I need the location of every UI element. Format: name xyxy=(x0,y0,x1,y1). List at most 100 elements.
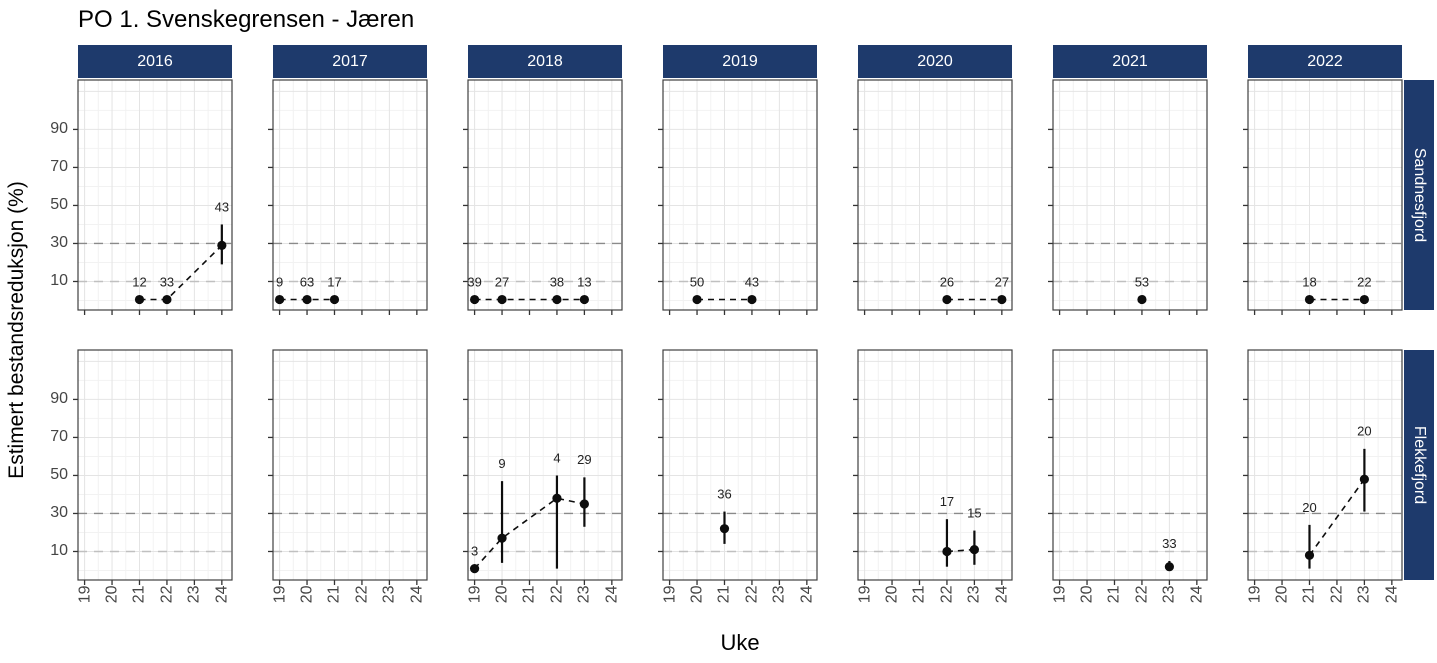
x-tick-label: 21 xyxy=(1300,585,1318,604)
x-tick-label: 24 xyxy=(213,585,231,604)
y-tick-label: 30 xyxy=(50,234,68,252)
data-line xyxy=(1308,478,1366,556)
point-count-label: 9 xyxy=(498,456,505,471)
x-tick-label: 19 xyxy=(856,585,874,604)
facet-panel-2016-flekkefjord xyxy=(73,349,233,585)
x-tick-label: 22 xyxy=(158,585,176,604)
facet-panel-2017-flekkefjord xyxy=(268,349,428,585)
y-tick-label: 90 xyxy=(50,390,68,408)
x-tick-label: 23 xyxy=(1160,585,1178,604)
point-count-label: 36 xyxy=(717,486,731,501)
x-tick-label: 24 xyxy=(798,585,816,604)
x-tick-label: 22 xyxy=(548,585,566,604)
x-tick-label: 19 xyxy=(661,585,679,604)
x-tick-label: 22 xyxy=(938,585,956,604)
facet-panel-2019-flekkefjord: 36 xyxy=(658,349,818,585)
facet-strip-year-2022: 2022 xyxy=(1248,45,1402,78)
x-tick-label: 19 xyxy=(271,585,289,604)
point-count-label: 22 xyxy=(1357,274,1371,289)
facet-strip-year-2020: 2020 xyxy=(858,45,1012,78)
facet-strip-year-2019: 2019 xyxy=(663,45,817,78)
point-count-label: 63 xyxy=(300,274,314,289)
data-point xyxy=(997,294,1007,305)
x-tick-label: 21 xyxy=(910,585,928,604)
x-tick-label: 24 xyxy=(993,585,1011,604)
data-point xyxy=(329,294,340,305)
x-tick-label: 20 xyxy=(493,585,511,604)
facet-panel-2018-sandnesfjord: 39 27 38 13 xyxy=(463,79,623,315)
facet-panel-2020-sandnesfjord: 26 27 xyxy=(853,79,1013,315)
point-count-label: 17 xyxy=(327,274,341,289)
chart-title: PO 1. Svenskegrensen - Jæren xyxy=(78,6,415,33)
x-tick-label: 20 xyxy=(883,585,901,604)
point-count-label: 20 xyxy=(1302,500,1316,515)
data-point xyxy=(469,294,480,305)
x-tick-label: 20 xyxy=(298,585,316,604)
data-point xyxy=(274,294,285,305)
data-point xyxy=(747,294,757,305)
data-point xyxy=(1359,294,1369,305)
data-point xyxy=(719,524,730,534)
point-count-label: 18 xyxy=(1302,274,1316,289)
x-tick-label: 22 xyxy=(743,585,761,604)
data-point xyxy=(579,294,589,305)
facet-strip-sandnesfjord: Sandnesfjord xyxy=(1404,80,1434,310)
facet-panel-2021-sandnesfjord: 53 xyxy=(1048,79,1208,315)
point-count-label: 12 xyxy=(132,274,146,289)
facet-panel-2021-flekkefjord: 33 xyxy=(1048,349,1208,585)
y-axis-title: Estimert bestandsreduksjon (%) xyxy=(5,181,28,479)
data-point xyxy=(497,533,507,543)
point-count-label: 29 xyxy=(577,452,591,467)
data-point xyxy=(134,294,145,305)
data-point xyxy=(942,546,952,557)
x-tick-label: 24 xyxy=(408,585,426,604)
x-tick-label: 23 xyxy=(770,585,788,604)
point-count-label: 26 xyxy=(940,274,954,289)
data-point xyxy=(552,294,562,305)
facet-strip-flekkefjord: Flekkefjord xyxy=(1404,350,1434,580)
data-point xyxy=(497,294,507,305)
point-count-label: 53 xyxy=(1135,274,1149,289)
x-tick-label: 19 xyxy=(76,585,94,604)
x-tick-label: 21 xyxy=(520,585,538,604)
x-tick-label: 21 xyxy=(130,585,148,604)
y-tick-label: 10 xyxy=(50,272,68,290)
facet-panel-2022-sandnesfjord: 18 22 xyxy=(1243,79,1403,315)
facet-strip-year-2018: 2018 xyxy=(468,45,622,78)
point-count-label: 50 xyxy=(690,274,704,289)
point-count-label: 9 xyxy=(276,274,283,289)
data-line xyxy=(474,497,585,570)
facet-panel-2022-flekkefjord: 2020 xyxy=(1243,349,1403,585)
x-tick-label: 22 xyxy=(353,585,371,604)
facet-strip-label: Sandnesfjord xyxy=(1411,147,1428,243)
x-tick-label: 24 xyxy=(603,585,621,604)
point-count-label: 3 xyxy=(471,543,478,558)
data-point xyxy=(969,544,979,555)
point-count-label: 33 xyxy=(1162,536,1176,551)
point-count-label: 27 xyxy=(995,274,1009,289)
y-tick-label: 50 xyxy=(50,196,68,214)
point-count-label: 39 xyxy=(467,274,481,289)
x-tick-label: 20 xyxy=(688,585,706,604)
x-axis-title: Uke xyxy=(720,630,760,655)
x-tick-label: 23 xyxy=(1355,585,1373,604)
x-tick-label: 22 xyxy=(1328,585,1346,604)
facet-strip-label: Flekkefjord xyxy=(1411,425,1428,505)
data-point xyxy=(302,294,312,305)
y-tick-label: 10 xyxy=(50,542,68,560)
data-point xyxy=(1164,562,1174,572)
x-tick-label: 23 xyxy=(185,585,203,604)
point-count-label: 4 xyxy=(553,450,560,465)
point-count-label: 27 xyxy=(495,274,509,289)
facet-strip-year-2021: 2021 xyxy=(1053,45,1207,78)
data-point xyxy=(217,240,227,250)
point-count-label: 43 xyxy=(745,274,759,289)
x-tick-label: 23 xyxy=(575,585,593,604)
x-tick-label: 20 xyxy=(1078,585,1096,604)
y-tick-label: 50 xyxy=(50,466,68,484)
x-tick-label: 21 xyxy=(325,585,343,604)
data-point xyxy=(1359,474,1369,484)
x-tick-label: 20 xyxy=(103,585,121,604)
x-tick-label: 23 xyxy=(380,585,398,604)
x-tick-label: 21 xyxy=(1105,585,1123,604)
